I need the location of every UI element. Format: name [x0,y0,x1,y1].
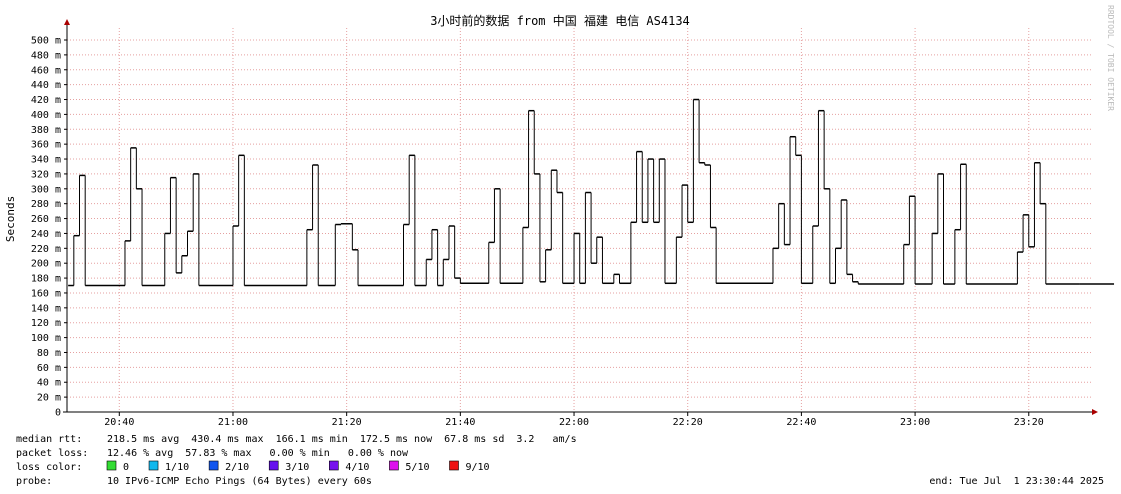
y-tick-label: 260 m [31,214,61,225]
y-tick-label: 40 m [37,378,61,389]
legend-swatch [106,460,117,471]
probe-text: 10 IPv6-ICMP Echo Pings (64 Bytes) every… [107,476,372,487]
watermark: RRDTOOL / TOBI OETIKER [1106,5,1115,111]
y-tick-label: 0 [55,408,61,419]
stat-text: 218.5 ms avg 430.4 ms max 166.1 ms min 1… [107,434,577,445]
y-tick-label: 220 m [31,244,61,255]
y-tick-label: 140 m [31,303,61,314]
grid [64,28,1093,416]
x-tick-label: 20:40 [104,417,134,428]
y-tick-label: 180 m [31,274,61,285]
y-tick-label: 480 m [31,50,61,61]
legend-swatch [389,460,399,471]
y-tick-label: 440 m [31,80,61,91]
legend-label: 5/10 [405,462,429,473]
y-tick-label: 20 m [37,393,61,404]
loss-color-label: loss color: [16,462,82,473]
y-axis-arrow [64,19,70,25]
y-tick-label: 400 m [31,110,61,121]
stat-label: packet loss: [16,448,88,459]
y-tick-label: 120 m [31,318,61,329]
x-tick-label: 22:20 [673,417,703,428]
legend-label: 1/10 [165,462,189,473]
y-tick-label: 320 m [31,169,61,180]
legend-swatch [449,460,459,471]
y-tick-label: 340 m [31,155,61,166]
chart-title: 3小时前的数据 from 中国 福建 电信 AS4134 [430,13,690,28]
legend-label: 0 [123,462,129,473]
legend-swatch [208,460,219,471]
y-tick-label: 460 m [31,65,61,76]
y-tick-label: 240 m [31,229,61,240]
y-tick-label: 80 m [37,348,61,359]
x-tick-label: 22:00 [559,417,589,428]
legend-swatch [268,460,279,471]
y-tick-label: 420 m [31,95,61,106]
y-tick-label: 500 m [31,36,61,47]
legend-label: 4/10 [345,462,369,473]
y-tick-label: 60 m [37,363,61,374]
footer: median rtt: 218.5 ms avg 430.4 ms max 166… [16,434,1104,487]
y-tick-label: 300 m [31,184,61,195]
y-tick-label: 360 m [31,140,61,151]
y-tick-label: 280 m [31,199,61,210]
stat-text: 12.46 % avg 57.83 % max 0.00 % min 0.00 … [107,448,409,459]
x-tick-label: 21:40 [445,417,475,428]
legend-label: 3/10 [285,462,309,473]
x-tick-label: 21:20 [332,417,362,428]
x-tick-label: 23:00 [900,417,930,428]
end-time: end: Tue Jul 1 23:30:44 2025 [929,476,1104,487]
y-tick-label: 100 m [31,333,61,344]
y-tick-label: 160 m [31,288,61,299]
x-axis-arrow [1092,409,1098,415]
legend-label: 2/10 [225,462,249,473]
x-tick-label: 23:20 [1014,417,1044,428]
x-tick-label: 21:00 [218,417,248,428]
legend-label: 9/10 [466,462,490,473]
legend-swatch [329,460,339,471]
probe-label: probe: [16,476,52,487]
stat-label: median rtt: [16,434,82,445]
y-axis-label: Seconds [4,196,17,242]
plot [68,98,1115,287]
x-tick-label: 22:40 [786,417,816,428]
y-tick-label: 200 m [31,259,61,270]
y-tick-label: 380 m [31,125,61,136]
legend-swatch [148,460,159,471]
